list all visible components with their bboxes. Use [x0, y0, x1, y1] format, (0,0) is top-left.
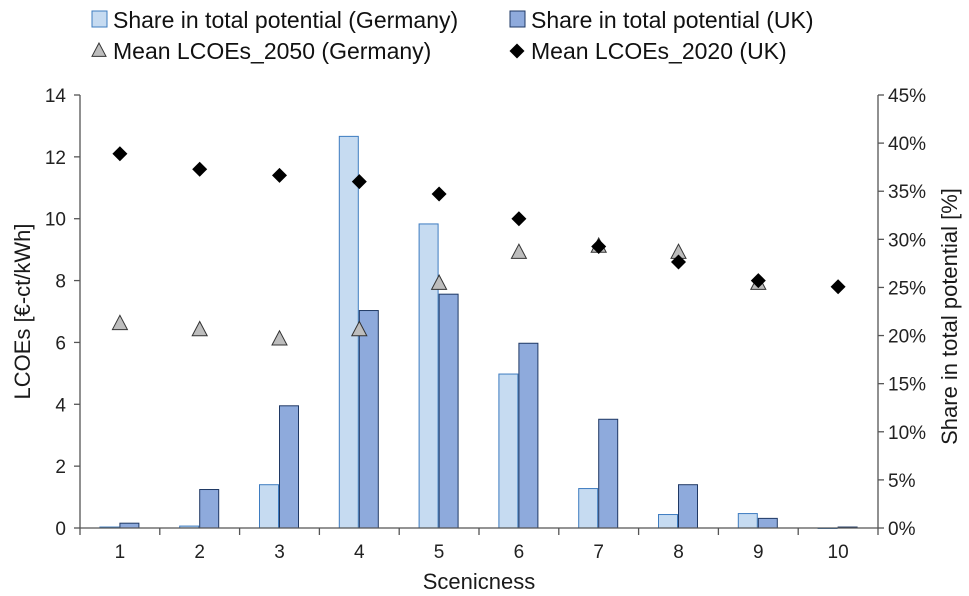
marker-lcoe-2020-uk — [830, 279, 846, 295]
y2-tick-label: 5% — [888, 471, 916, 492]
legend-label: Share in total potential (Germany) — [113, 7, 458, 33]
bar-germany — [259, 484, 279, 529]
legend: Share in total potential (Germany) Share … — [91, 7, 814, 64]
y2-tick-label: 0% — [888, 519, 916, 540]
y2-tick-label: 45% — [888, 86, 926, 107]
legend-item-lcoe-2050-germany: Mean LCOEs_2050 (Germany) — [91, 38, 431, 64]
y2-axis-title: Share in total potential [%] — [937, 188, 962, 445]
y2-tick-label: 15% — [888, 375, 926, 396]
legend-label: Share in total potential (UK) — [531, 7, 814, 33]
x-tick-label: 6 — [514, 542, 525, 563]
legend-item-share-uk: Share in total potential (UK) — [509, 7, 814, 33]
legend-label: Mean LCOEs_2050 (Germany) — [113, 38, 431, 64]
x-tick-label: 1 — [115, 542, 126, 563]
marker-lcoe-2020-uk — [671, 254, 686, 270]
marker-lcoe-2050-germany — [510, 243, 528, 259]
marker-lcoe-2050-germany — [191, 320, 209, 337]
x-tick-label: 9 — [753, 542, 764, 563]
marker-lcoe-2020-uk — [272, 167, 287, 183]
marker-lcoe-2020-uk — [112, 146, 128, 162]
y-tick-label: 12 — [45, 148, 66, 169]
bar-uk — [279, 405, 299, 529]
bar-germany — [658, 514, 678, 529]
bars-layer — [99, 135, 858, 529]
bar-germany — [737, 513, 758, 529]
y-tick-label: 10 — [45, 210, 66, 231]
marker-lcoe-2050-germany — [271, 329, 288, 346]
legend-swatch — [91, 10, 108, 28]
y2-tick-label: 40% — [888, 134, 926, 155]
bar-uk — [199, 489, 220, 529]
marker-lcoe-2050-germany — [111, 314, 129, 331]
y2-tick-label: 10% — [888, 423, 926, 444]
y-tick-label: 2 — [55, 457, 66, 478]
legend-item-share-germany: Share in total potential (Germany) — [91, 7, 458, 33]
x-tick-label: 5 — [434, 542, 445, 563]
x-tick-label: 7 — [593, 542, 604, 563]
markers-layer — [111, 146, 846, 346]
bar-uk — [119, 522, 140, 529]
y2-tick-label: 35% — [888, 182, 926, 203]
legend-item-lcoe-2020-uk: Mean LCOEs_2020 (UK) — [509, 38, 787, 64]
legend-triangle-icon — [91, 41, 107, 57]
y-tick-label: 6 — [55, 333, 66, 354]
y2-tick-label: 20% — [888, 327, 926, 348]
y-tick-label: 14 — [45, 86, 67, 107]
bar-germany — [418, 223, 439, 529]
y-tick-label: 0 — [55, 519, 66, 540]
bar-uk — [438, 293, 459, 529]
x-tick-label: 4 — [354, 542, 365, 563]
y-axis-title: LCOEs [€-ct/kWh] — [10, 223, 35, 399]
marker-lcoe-2020-uk — [192, 161, 208, 177]
y2-tick-label: 30% — [888, 230, 926, 251]
bar-germany — [498, 373, 519, 529]
bar-uk — [678, 484, 698, 529]
x-tick-label: 3 — [274, 542, 285, 563]
y-tick-label: 8 — [55, 272, 66, 293]
legend-diamond-icon — [509, 43, 525, 59]
legend-label: Mean LCOEs_2020 (UK) — [531, 38, 787, 64]
marker-lcoe-2050-germany — [430, 274, 448, 290]
bar-uk — [358, 310, 379, 529]
bar-germany — [578, 488, 599, 529]
marker-lcoe-2020-uk — [431, 186, 447, 202]
x-tick-label: 8 — [673, 542, 684, 563]
x-tick-label: 2 — [194, 542, 205, 563]
axes: 024681012140%5%10%15%20%25%30%35%40%45%1… — [45, 86, 926, 563]
marker-lcoe-2020-uk — [511, 211, 527, 227]
y2-tick-label: 25% — [888, 278, 926, 299]
y-tick-label: 4 — [55, 395, 66, 416]
x-tick-label: 10 — [828, 542, 849, 563]
marker-lcoe-2020-uk — [750, 273, 766, 289]
marker-lcoe-2050-germany — [350, 320, 368, 337]
bar-uk — [518, 342, 539, 529]
x-axis-title: Scenicness — [423, 569, 536, 594]
marker-lcoe-2020-uk — [591, 239, 607, 255]
marker-lcoe-2020-uk — [351, 174, 367, 190]
legend-swatch — [509, 10, 526, 28]
bar-uk — [757, 517, 778, 529]
bar-uk — [598, 418, 619, 529]
